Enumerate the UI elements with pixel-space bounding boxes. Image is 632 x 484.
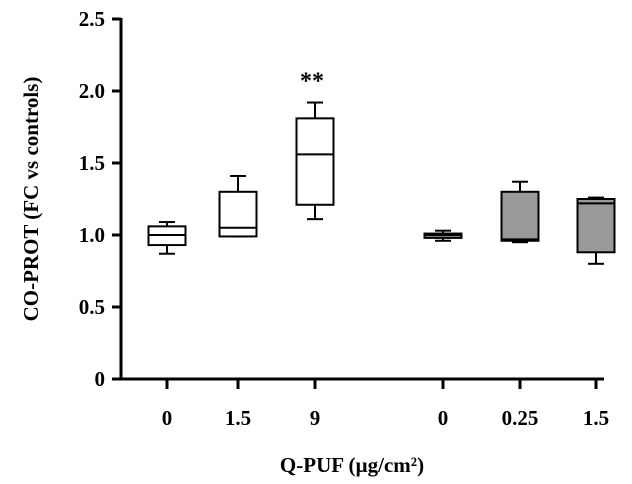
x-tick-label: 1.5 (583, 406, 609, 430)
box-plot (500, 180, 540, 244)
y-tick-label: 1.0 (79, 223, 105, 247)
x-tick-label: 1.5 (225, 406, 251, 430)
y-axis-title: CO-PROT (FC vs controls) (19, 77, 43, 322)
box-plot (147, 221, 187, 255)
box-plot (423, 229, 463, 242)
significance-annotation: ** (300, 69, 324, 95)
x-tick-label: 0 (162, 406, 173, 430)
x-axis-title: Q-PUF (µg/cm²) (280, 453, 424, 477)
y-tick-label: 2.0 (79, 79, 105, 103)
x-tick-label: 0.25 (502, 406, 539, 430)
y-axis: 0 0.5 1.0 1.5 2.0 2.5 (79, 7, 123, 391)
y-tick-label: 1.5 (79, 151, 105, 175)
box-iqr (576, 198, 616, 254)
box-iqr (500, 190, 540, 242)
box-plot (218, 174, 258, 238)
y-tick-label: 0.5 (79, 295, 105, 319)
box-plot: ** (295, 69, 335, 221)
box-iqr (295, 117, 335, 206)
x-tick-label: 0 (438, 406, 449, 430)
x-tick-label: 9 (310, 406, 321, 430)
box-series: ** (147, 69, 616, 265)
y-tick-label: 0 (95, 367, 106, 391)
y-tick-label: 2.5 (79, 7, 105, 31)
box-iqr (218, 190, 258, 238)
x-axis: 0 1.5 9 0 0.25 1.5 (119, 377, 609, 430)
box-plot (576, 196, 616, 265)
